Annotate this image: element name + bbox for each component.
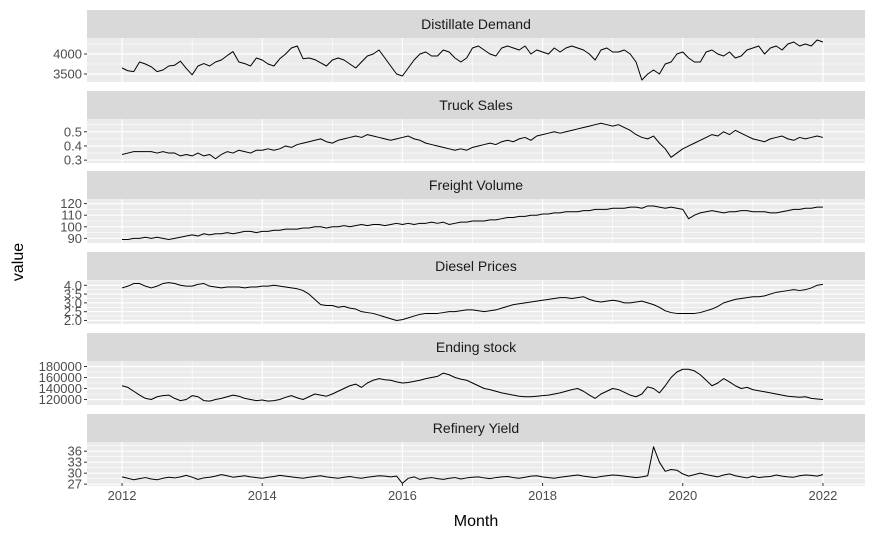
y-tick-label: 120000 — [39, 392, 82, 407]
y-tick-label: 180000 — [39, 359, 82, 374]
y-tick-label: 3500 — [53, 67, 82, 82]
y-tick-label: 33 — [68, 455, 82, 470]
x-axis-title: Month — [454, 513, 498, 530]
facet-strip — [87, 171, 865, 199]
y-tick-label: 160000 — [39, 370, 82, 385]
facet-strip-label: Ending stock — [436, 339, 517, 355]
y-tick-label: 4000 — [53, 47, 82, 62]
facet-strip — [87, 333, 865, 361]
facet-panel: Truck Sales 0.30.40.5 — [64, 91, 865, 168]
facet-strip — [87, 91, 865, 119]
x-axis: 2012 2014 2016 2018 2020 2022 — [108, 483, 837, 503]
facet-strip — [87, 10, 865, 38]
y-tick-label: 3.5 — [64, 287, 82, 302]
y-tick-label: 36 — [68, 444, 82, 459]
y-tick-label: 30 — [68, 466, 82, 481]
panel-background — [87, 442, 865, 486]
x-tick-label: 2016 — [388, 488, 417, 503]
y-tick-label: 3.0 — [64, 295, 82, 310]
facet-strip — [87, 414, 865, 442]
y-tick-label: 27 — [68, 477, 82, 492]
panel-background — [87, 38, 865, 82]
y-tick-label: 0.4 — [64, 138, 82, 153]
y-axis-title: value — [10, 243, 27, 281]
series-line — [121, 122, 824, 160]
y-tick-label: 4.0 — [64, 278, 82, 293]
series-line — [121, 368, 823, 402]
y-tick-label: 0.5 — [64, 124, 82, 139]
panel-background — [87, 119, 865, 163]
y-tick-label: 140000 — [39, 381, 82, 396]
series-line — [121, 446, 824, 484]
y-tick-label: 2.5 — [64, 304, 82, 319]
facet-strip-label: Truck Sales — [439, 97, 512, 113]
y-tick-label: 0.3 — [64, 153, 82, 168]
y-tick-label: 90 — [68, 231, 82, 246]
y-tick-label: 2.0 — [64, 313, 82, 328]
facet-strip-label: Freight Volume — [429, 177, 523, 193]
facet-strip-label: Diesel Prices — [435, 258, 517, 274]
series-line — [121, 39, 824, 81]
x-tick-label: 2018 — [528, 488, 557, 503]
y-tick-label: 110 — [61, 208, 82, 223]
x-tick-label: 2020 — [668, 488, 697, 503]
series-line — [122, 205, 823, 241]
facet-strip — [87, 252, 865, 280]
x-tick-label: 2022 — [808, 488, 837, 503]
x-tick-label: 2012 — [108, 488, 137, 503]
series-line — [121, 282, 824, 321]
facet-strip-label: Refinery Yield — [433, 420, 519, 436]
facet-panel: Distillate Demand 3500 4000 — [53, 10, 865, 82]
y-tick-label: 120 — [60, 196, 82, 211]
facet-strip-label: Distillate Demand — [421, 16, 531, 32]
panel-background — [87, 280, 865, 324]
x-tick-label: 2014 — [248, 488, 277, 503]
facet-panel: Diesel Prices 2.02.53.03.54.0 — [64, 252, 865, 328]
y-tick-label: 100 — [60, 219, 82, 234]
